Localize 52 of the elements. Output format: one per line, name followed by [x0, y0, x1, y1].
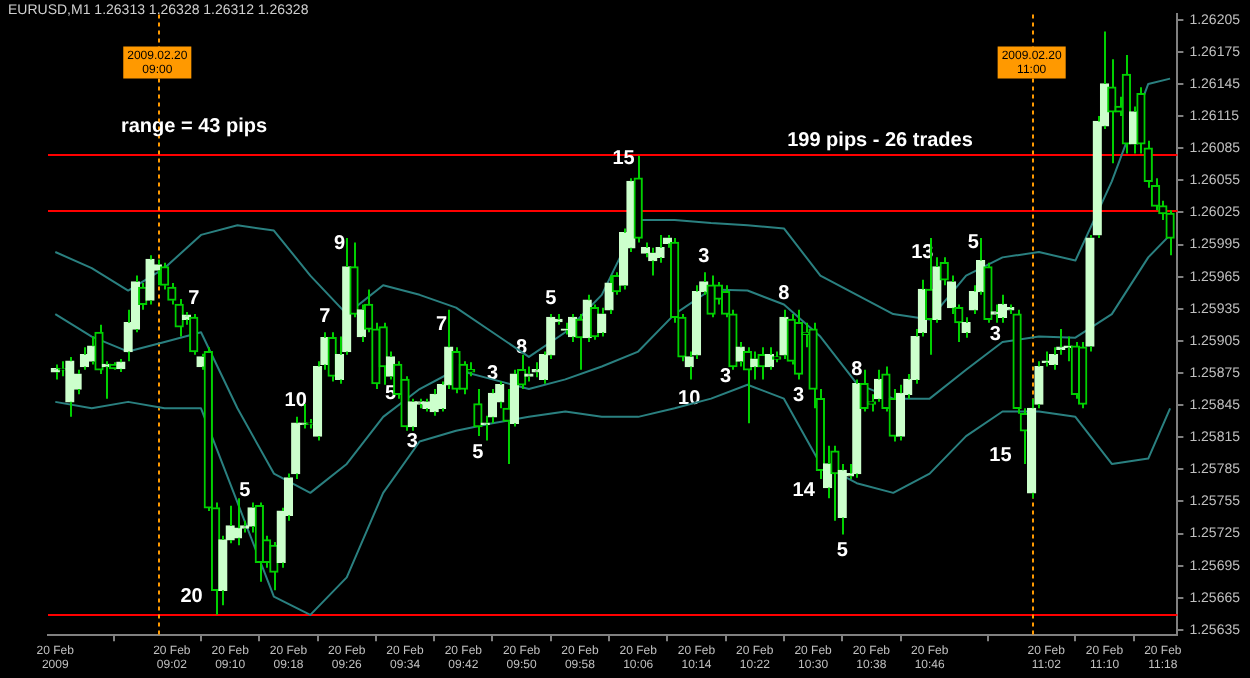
annotation: 3	[486, 362, 499, 385]
candlestick	[1107, 58, 1117, 165]
annotation: 199 pips - 26 trades	[787, 129, 974, 152]
candlestick	[473, 388, 483, 438]
annotation: 8	[851, 359, 864, 382]
candlestick	[873, 368, 884, 403]
candlestick	[72, 368, 82, 396]
annotation: 7	[435, 314, 448, 337]
candlestick	[633, 154, 643, 244]
candlestick	[145, 254, 155, 306]
candlestick	[793, 308, 804, 381]
annotation: 14	[792, 479, 816, 502]
candlestick	[742, 346, 753, 425]
annotation: 3	[720, 365, 733, 388]
candlestick	[706, 274, 716, 319]
annotation: 15	[989, 445, 1013, 468]
annotation: 5	[545, 287, 558, 310]
candlestick	[1165, 209, 1175, 257]
candlestick	[852, 378, 862, 479]
annotation: 7	[319, 305, 332, 328]
annotation: 20	[180, 586, 204, 609]
candlestick	[1070, 340, 1081, 400]
annotation: 8	[778, 283, 791, 306]
annotation: 3	[792, 384, 805, 407]
candlestick	[524, 365, 534, 383]
annotation: 7	[188, 287, 201, 310]
candlestick	[575, 313, 585, 371]
annotation: 5	[967, 231, 980, 254]
candlestick	[189, 313, 199, 356]
candlestick	[1121, 54, 1132, 155]
annotation: 10	[284, 390, 308, 413]
annotation: 5	[472, 441, 485, 464]
annotation: range = 43 pips	[120, 115, 268, 138]
candlestick	[174, 298, 184, 338]
candlestick	[65, 355, 75, 418]
candlestick	[502, 388, 512, 465]
annotation: 10	[678, 388, 702, 411]
candlestick	[254, 501, 264, 583]
candlestick	[116, 358, 126, 373]
candlestick	[327, 331, 337, 383]
candlestick	[87, 335, 97, 366]
candlestick	[269, 541, 279, 592]
candlestick	[349, 241, 359, 319]
annotation: 3	[698, 245, 711, 268]
annotation: 9	[333, 232, 346, 255]
annotation: 3	[406, 430, 419, 453]
candlestick	[589, 303, 600, 341]
candlestick	[378, 321, 388, 386]
annotation: 3	[989, 323, 1002, 346]
annotation: 5	[836, 540, 849, 563]
candlestick	[429, 388, 439, 417]
annotation: 5	[239, 480, 252, 503]
